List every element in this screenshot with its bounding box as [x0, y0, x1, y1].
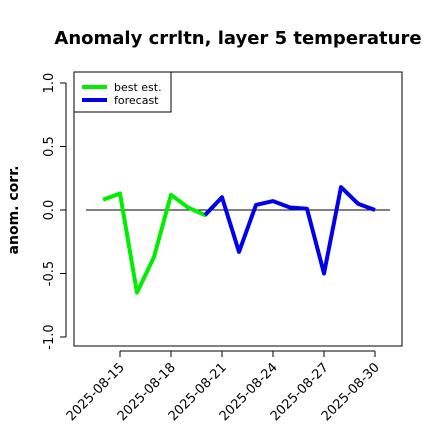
y-tick-label: 0.5	[42, 136, 57, 157]
chart-title: Anomaly crrltn, layer 5 temperature	[54, 28, 421, 49]
series-line-0	[102, 191, 224, 295]
plot-frame	[73, 71, 403, 347]
series-line-1	[203, 185, 376, 276]
y-tick-label: 1.0	[42, 73, 57, 94]
y-axis: -1.0 -0.5 0.0 0.5 1.0	[42, 73, 67, 350]
y-axis-label: anom. corr.	[6, 166, 22, 255]
legend: best est. forecast	[73, 71, 172, 113]
legend-label-forecast: forecast	[114, 94, 159, 107]
y-tick-label: -1.0	[42, 324, 57, 349]
series-layer	[102, 185, 376, 295]
legend-label-best-est: best est.	[114, 81, 162, 94]
legend-box	[73, 71, 172, 113]
x-axis: 2025-08-152025-08-182025-08-212025-08-24…	[64, 350, 383, 424]
y-tick-label: 0.0	[42, 200, 57, 221]
y-tick-label: -0.5	[42, 261, 57, 286]
